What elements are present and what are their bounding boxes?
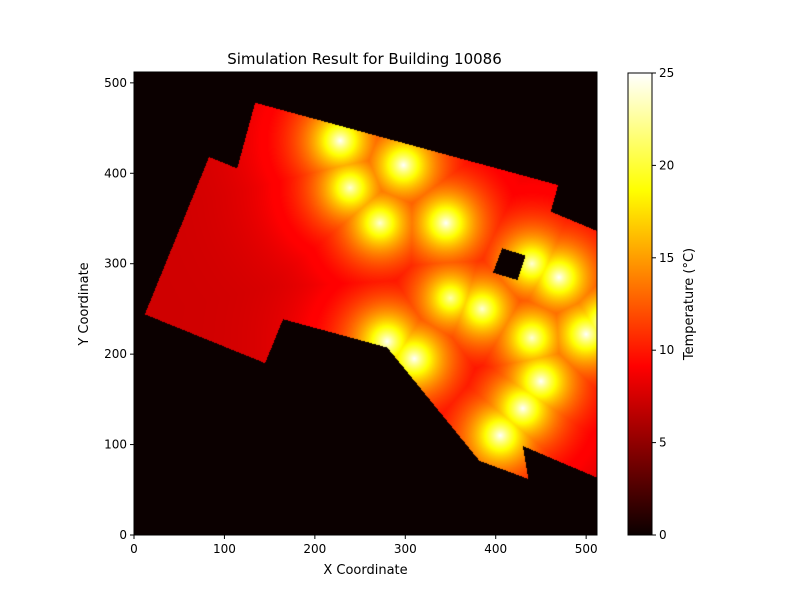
y-tick-label: 500 xyxy=(104,76,127,90)
y-axis: 0 100 200 300 400 500 xyxy=(104,76,134,542)
y-tick-label: 400 xyxy=(104,166,127,180)
x-axis-label: X Coordinate xyxy=(323,563,407,578)
y-axis-label: Y Coordinate xyxy=(77,262,92,346)
x-tick-label: 300 xyxy=(394,542,417,556)
y-tick-label: 200 xyxy=(104,347,127,361)
colorbar-tick-label: 0 xyxy=(659,528,667,542)
y-tick-label: 300 xyxy=(104,257,127,271)
x-tick-label: 400 xyxy=(484,542,507,556)
x-tick-label: 100 xyxy=(213,542,236,556)
heatmap-area xyxy=(134,72,597,535)
colorbar-tick-label: 5 xyxy=(659,436,667,450)
chart-title: Simulation Result for Building 10086 xyxy=(227,50,502,68)
colorbar xyxy=(628,73,652,535)
colorbar-tick-label: 20 xyxy=(659,158,674,172)
x-tick-label: 200 xyxy=(303,542,326,556)
colorbar-tick-label: 25 xyxy=(659,66,674,80)
x-tick-label: 0 xyxy=(130,542,138,556)
colorbar-ticks: 0 5 10 15 20 25 xyxy=(652,66,674,542)
colorbar-tick-label: 15 xyxy=(659,251,674,265)
plot-frame xyxy=(133,71,598,536)
heatmap-canvas xyxy=(134,72,597,535)
colorbar-frame xyxy=(627,72,653,536)
x-tick-label: 500 xyxy=(575,542,598,556)
colorbar-label: Temperature (°C) xyxy=(682,248,697,361)
colorbar-tick-label: 10 xyxy=(659,343,674,357)
y-tick-label: 0 xyxy=(119,528,127,542)
x-axis: 0 100 200 300 400 500 xyxy=(130,535,598,556)
y-tick-label: 100 xyxy=(104,438,127,452)
